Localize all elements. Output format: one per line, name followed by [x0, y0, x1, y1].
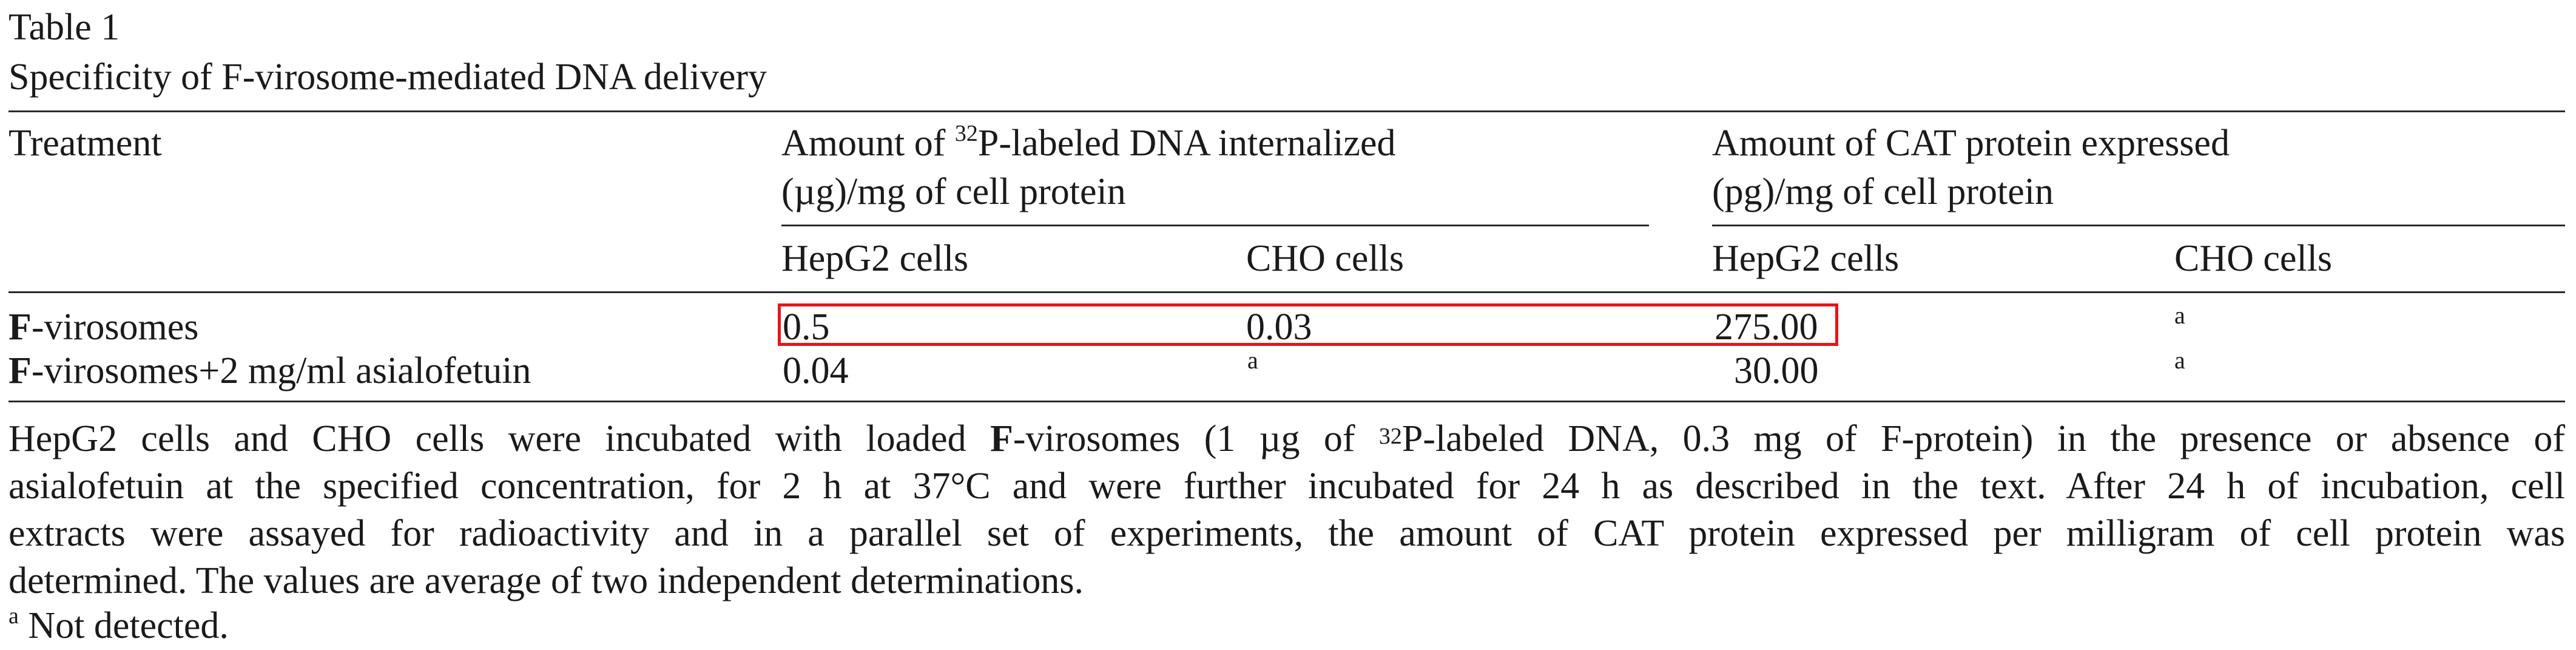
bottom-rule: [8, 401, 2565, 402]
row-2-treatment-rest: -virosomes+2 mg/ml asialofetuin: [31, 350, 531, 391]
subheader-dna-hepg2: HepG2 cells: [781, 238, 969, 279]
header-dna-pre: Amount of: [781, 123, 955, 164]
row-1-treatment-bold: F: [8, 306, 32, 348]
row-1-dna-hepg2: 0.5: [783, 306, 830, 348]
row-2-treatment: F-virosomes+2 mg/ml asialofetuin: [8, 352, 531, 390]
subheader-dna-cho: CHO cells: [1246, 238, 1404, 279]
header-dna-post: P-labeled DNA internalized: [977, 123, 1396, 164]
dna-group-rule: [781, 225, 1649, 226]
table-label: Table 1: [8, 7, 120, 48]
caption-line-1-c: -virosomes (1 µg of: [1013, 418, 1379, 459]
table-title: Specificity of F-virosome-mediated DNA d…: [8, 56, 767, 98]
caption-line-1-d: P-labeled DNA, 0.3 mg of F-protein) in t…: [1401, 418, 2565, 459]
row-2-dna-cho-footnote: a: [1247, 347, 1258, 374]
header-rule: [8, 291, 2565, 293]
cat-group-rule: [1712, 225, 2565, 226]
row-2-dna-hepg2: 0.04: [783, 350, 849, 391]
row-2-cat-cho-footnote: a: [2174, 347, 2185, 374]
row-1-cat-hepg2: 275.00: [1715, 306, 1818, 348]
row-1-treatment-rest: -virosomes: [31, 306, 199, 348]
row-1-treatment: F-virosomes: [8, 308, 198, 346]
row-2-treatment-bold: F: [8, 350, 32, 391]
caption-line-1-sup: 32: [1378, 424, 1402, 449]
caption-line-2: asialofetuin at the specified concentrat…: [8, 465, 2565, 507]
row-1-dna-cho: 0.03: [1246, 306, 1312, 348]
footnote: a Not detected.: [8, 604, 229, 646]
caption-line-1-a: HepG2 cells and CHO cells were incubated…: [8, 418, 990, 459]
row-2-cat-hepg2: 30.00: [1734, 350, 1819, 391]
header-dna-sup: 32: [954, 121, 978, 146]
footnote-mark: a: [8, 603, 19, 629]
subheader-cat-cho: CHO cells: [2174, 238, 2333, 279]
header-cat-group-line1: Amount of CAT protein expressed: [1712, 123, 2230, 164]
footnote-text: Not detected.: [18, 605, 229, 646]
caption-line-1: HepG2 cells and CHO cells were incubated…: [8, 415, 2565, 462]
header-dna-group-line1: Amount of 32P-labeled DNA internalized: [781, 121, 1396, 164]
caption-line-4: determined. The values are average of tw…: [8, 560, 1084, 601]
header-treatment: Treatment: [8, 123, 162, 164]
caption-line-1-bold: F: [990, 418, 1013, 459]
header-cat-group-line2: (pg)/mg of cell protein: [1712, 171, 2054, 212]
header-dna-group-line2: (µg)/mg of cell protein: [781, 171, 1126, 212]
caption-line-3: extracts were assayed for radioactivity …: [8, 513, 2565, 554]
top-rule: [8, 110, 2565, 112]
highlight-box: [778, 303, 1838, 346]
subheader-cat-hepg2: HepG2 cells: [1712, 238, 1900, 279]
row-1-cat-cho-footnote: a: [2174, 302, 2185, 329]
